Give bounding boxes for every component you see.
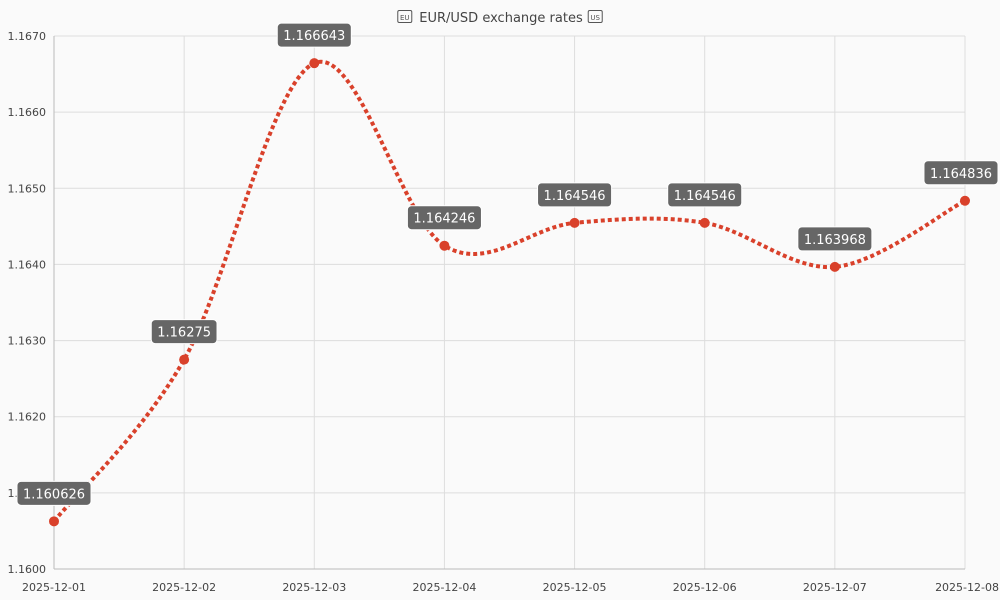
- data-point: [179, 354, 190, 365]
- data-label-box: [537, 182, 613, 208]
- y-tick-label: 1.1660: [8, 106, 47, 119]
- data-label-text: 1.164546: [674, 189, 736, 204]
- data-points: [49, 58, 970, 527]
- grid-lines: [53, 35, 966, 570]
- data-label-box: [406, 205, 482, 231]
- y-tick-label: 1.1640: [8, 258, 47, 271]
- data-point: [569, 217, 580, 228]
- svg-text:US: US: [590, 14, 600, 22]
- data-point: [699, 217, 710, 228]
- x-tick-label: 2025-12-05: [543, 581, 607, 594]
- y-tick-label: 1.1650: [8, 182, 47, 195]
- data-label-text: 1.16275: [157, 326, 211, 341]
- data-label: 1.166643: [276, 22, 352, 48]
- data-labels: 1.160626 1.16275 1.166643 1.164246 1.164546 1…: [16, 22, 999, 506]
- x-tick-label: 2025-12-03: [282, 581, 346, 594]
- y-tick-label: 1.1630: [8, 335, 47, 348]
- y-tick-label: 1.1620: [8, 411, 47, 424]
- data-point: [439, 240, 450, 251]
- y-tick-label: 1.1600: [8, 563, 47, 576]
- x-tick-label: 2025-12-07: [803, 581, 867, 594]
- x-tick-label: 2025-12-06: [673, 581, 737, 594]
- data-label-text: 1.164246: [413, 212, 475, 227]
- x-tick-label: 2025-12-01: [22, 581, 86, 594]
- data-label: 1.160626: [16, 480, 92, 506]
- x-tick-label: 2025-12-02: [152, 581, 216, 594]
- data-point: [49, 516, 59, 527]
- data-label: 1.164546: [537, 182, 613, 208]
- svg-text:EU: EU: [400, 14, 410, 22]
- chart-title: EU EUR/USD exchange rates US: [397, 10, 603, 26]
- data-label-box: [797, 226, 873, 252]
- eu-flag-icon: EU: [397, 10, 413, 23]
- data-label-text: 1.160626: [23, 487, 85, 502]
- series-line: [52, 59, 966, 523]
- data-label-box: [667, 182, 743, 208]
- x-axis-ticks: 2025-12-01 2025-12-02 2025-12-03 2025-12-04…: [22, 581, 999, 594]
- data-point: [829, 261, 840, 272]
- chart-title-text: EUR/USD exchange rates: [419, 11, 583, 26]
- data-label-text: 1.166643: [283, 29, 345, 44]
- data-label-text: 1.164546: [544, 189, 606, 204]
- data-label-box: [923, 160, 999, 186]
- axes: [53, 36, 965, 570]
- data-point: [960, 195, 970, 206]
- data-label-box: [150, 319, 218, 345]
- y-tick-label: 1.1670: [8, 30, 47, 43]
- data-label: 1.163968: [797, 226, 873, 252]
- data-point: [309, 58, 320, 69]
- data-label: 1.16275: [150, 319, 218, 345]
- us-flag-icon: US: [587, 10, 603, 23]
- data-label-text: 1.163968: [804, 233, 866, 248]
- data-label-box: [276, 22, 352, 48]
- data-label: 1.164546: [667, 182, 743, 208]
- data-label-text: 1.164836: [930, 167, 992, 182]
- x-tick-label: 2025-12-08: [935, 581, 999, 594]
- x-tick-label: 2025-12-04: [412, 581, 476, 594]
- data-label: 1.164246: [406, 205, 482, 231]
- data-label: 1.164836: [923, 160, 999, 186]
- data-label-box: [16, 480, 92, 506]
